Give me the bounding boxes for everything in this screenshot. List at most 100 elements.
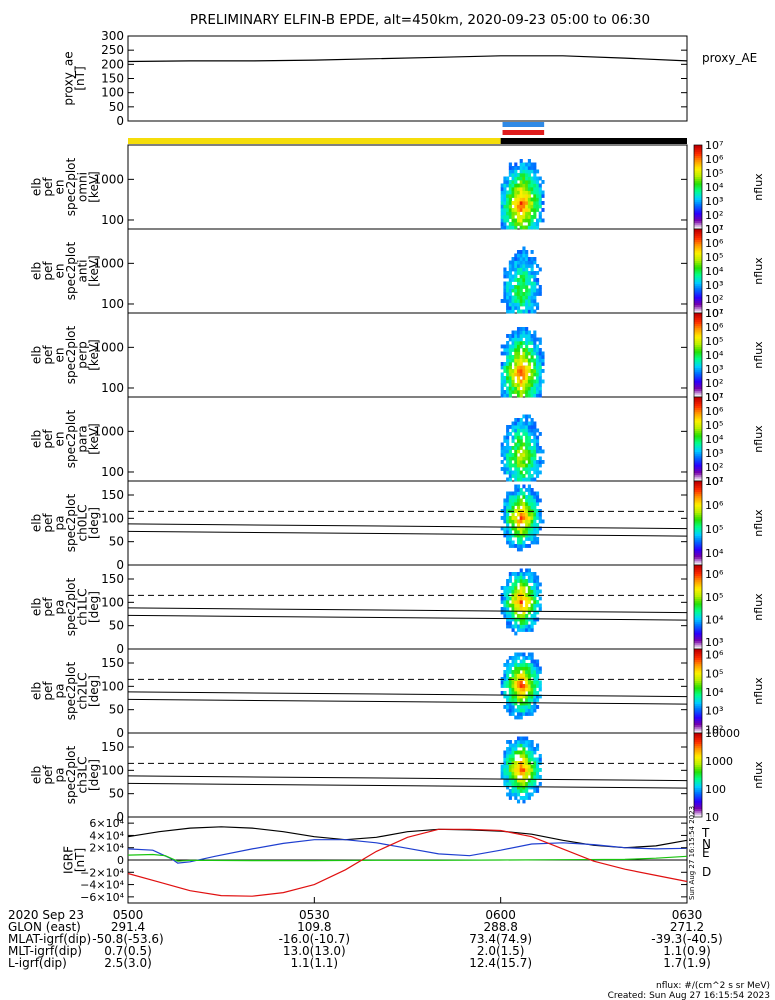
spectrogram-cell-ch2LC xyxy=(514,687,518,692)
colorbar-segment-para xyxy=(694,455,702,459)
colorbar-segment-anti xyxy=(694,296,702,299)
spectrogram-cell-anti xyxy=(522,271,526,275)
spectrogram-cell-omni xyxy=(503,222,507,226)
spectrogram-cell-anti xyxy=(535,278,540,282)
spectrogram-cell-ch2LC xyxy=(527,705,531,709)
spectrogram-cell-para xyxy=(522,432,526,436)
spectrogram-cell-anti xyxy=(519,292,523,296)
spectrogram-cell-perp xyxy=(525,330,529,335)
spectrogram-cell-perp xyxy=(522,390,526,394)
spectrogram-cell-perp xyxy=(527,334,531,338)
spectrogram-cell-ch0LC xyxy=(538,519,542,524)
spectrogram-cell-omni xyxy=(522,187,526,191)
spectrogram-cell-perp xyxy=(519,372,523,377)
spectrogram-cell-para xyxy=(511,474,515,478)
spectrogram-cell-omni xyxy=(500,201,504,205)
spectrogram-cell-omni xyxy=(525,197,529,202)
spectrogram-cell-ch2LC xyxy=(530,698,534,702)
colorbar-segment-ch2LC xyxy=(694,674,702,677)
spectrogram-cell-omni xyxy=(530,218,534,223)
colorbar-segment-ch3LC xyxy=(694,766,702,770)
spectrogram-cell-ch1LC xyxy=(514,593,518,597)
spectrogram-cell-perp xyxy=(535,383,540,387)
colorbar-segment-ch1LC xyxy=(694,646,702,650)
spectrogram-cell-omni xyxy=(508,225,512,230)
spectrogram-cell-ch0LC xyxy=(506,505,510,510)
spectrogram-cell-ch0LC xyxy=(522,526,526,531)
spectrogram-cell-ch1LC xyxy=(530,589,534,594)
spectrogram-cell-ch2LC xyxy=(535,677,540,681)
colorbar-segment-ch1LC xyxy=(694,642,702,646)
spectrogram-cell-ch1LC xyxy=(506,614,510,618)
spectrogram-cell-ch2LC xyxy=(525,663,529,667)
ephemeris-value: 12.4(15.7) xyxy=(469,956,532,970)
colorbar-segment-perp xyxy=(694,380,702,383)
spectrogram-cell-perp xyxy=(511,337,515,342)
spectrogram-cell-omni xyxy=(522,204,526,209)
spectrogram-cell-perp xyxy=(511,383,515,387)
colorbar-segment-anti xyxy=(694,281,702,285)
spectrogram-cell-ch0LC xyxy=(506,491,510,496)
spectrogram-cell-omni xyxy=(519,208,523,212)
spectrogram-cell-ch1LC xyxy=(533,586,537,590)
spectrogram-cell-ch1LC xyxy=(522,575,526,580)
spectrogram-cell-para xyxy=(519,474,523,478)
colorbar-frame-ch3LC xyxy=(693,732,703,818)
colorbar-label-perp: nflux xyxy=(752,341,765,369)
spectrogram-cell-ch2LC xyxy=(530,705,534,709)
spectrogram-cell-omni xyxy=(519,180,523,184)
spectrogram-cell-anti xyxy=(506,271,510,275)
spectrogram-cell-ch0LC xyxy=(525,505,529,510)
spectrogram-cell-anti xyxy=(514,278,518,282)
legend-E: E xyxy=(702,846,710,860)
spectrogram-cell-para xyxy=(527,432,531,436)
spectrogram-cell-omni xyxy=(511,225,515,230)
spectrogram-cell-ch3LC xyxy=(516,785,521,790)
spectrogram-cell-omni xyxy=(508,162,512,167)
spectrogram-cell-ch2LC xyxy=(530,656,534,660)
spectrogram-cell-para xyxy=(530,439,534,443)
spectrogram-cell-ch2LC xyxy=(522,673,526,678)
spectrogram-cell-para xyxy=(503,463,507,468)
spectrogram-cell-ch1LC xyxy=(519,572,523,576)
colorbar-segment-ch1LC xyxy=(694,590,702,593)
spectrogram-cell-perp xyxy=(500,362,504,366)
ytick-label-proxy_ae: 200 xyxy=(101,57,124,71)
spectrogram-cell-omni xyxy=(530,169,534,174)
spectrogram-cell-ch2LC xyxy=(535,705,540,709)
spectrogram-cell-anti xyxy=(506,302,510,307)
spectrogram-cell-para xyxy=(525,425,529,429)
spectrogram-cell-para xyxy=(533,460,537,464)
spectrogram-cell-perp xyxy=(527,362,531,366)
spectrogram-cell-ch2LC xyxy=(535,691,540,695)
spectrogram-cell-perp xyxy=(506,372,510,377)
colorbar-segment-ch1LC xyxy=(694,632,702,635)
spectrogram-cell-ch3LC xyxy=(516,778,521,783)
spectrogram-cell-omni xyxy=(503,176,507,181)
spectrogram-cell-omni xyxy=(527,197,531,202)
spectrogram-cell-para xyxy=(530,432,534,436)
spectrogram-cell-para xyxy=(511,435,515,440)
spectrogram-cell-ch3LC xyxy=(519,782,523,786)
spectrogram-cell-ch0LC xyxy=(525,512,529,517)
colorbar-segment-omni xyxy=(694,180,702,184)
spectrogram-cell-ch1LC xyxy=(533,617,537,622)
colorbar-segment-para xyxy=(694,447,702,450)
ylabel-ch1LC: pef xyxy=(41,597,55,617)
spectrogram-cell-ch0LC xyxy=(530,512,534,517)
spectrogram-cell-para xyxy=(511,453,515,457)
spectrogram-cell-ch3LC xyxy=(525,743,529,748)
spectrogram-cell-ch3LC xyxy=(535,789,540,793)
spectrogram-cell-anti xyxy=(514,264,518,268)
ephemeris-value: 291.4 xyxy=(111,920,145,934)
spectrogram-cell-para xyxy=(516,449,521,454)
ephemeris-value: 271.2 xyxy=(670,920,704,934)
colorbar-segment-ch2LC xyxy=(694,726,702,730)
spectrogram-cell-ch1LC xyxy=(514,589,518,594)
spectrogram-cell-perp xyxy=(525,383,529,387)
spectrogram-cell-para xyxy=(533,449,537,454)
spectrogram-cell-ch0LC xyxy=(535,502,540,506)
spectrogram-cell-ch2LC xyxy=(538,670,542,674)
xtick-label: 0600 xyxy=(485,908,516,922)
